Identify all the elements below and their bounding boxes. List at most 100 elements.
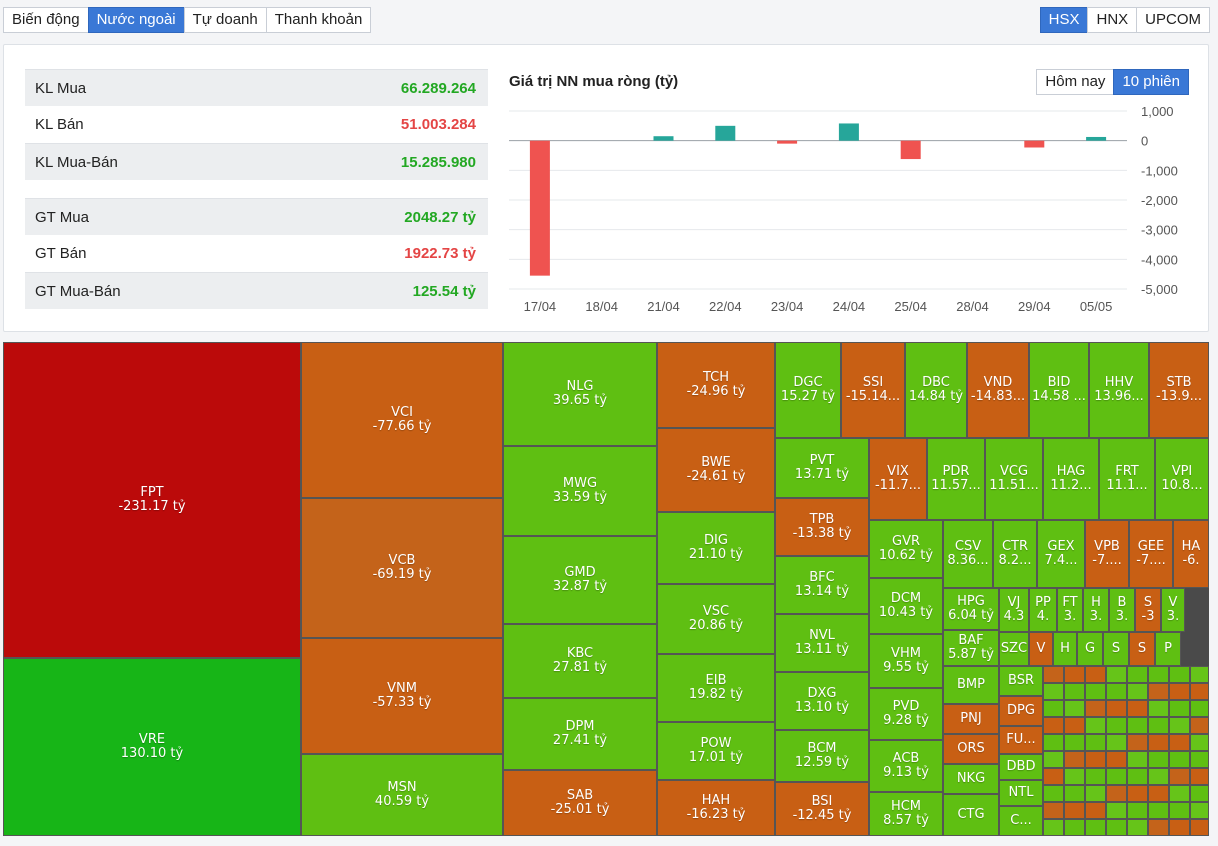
treemap-cell-bid[interactable]: BID 14.58 ... <box>1029 342 1089 438</box>
treemap-cell-vnm[interactable]: VNM -57.33 tỷ <box>301 638 503 754</box>
treemap-cell-s[interactable]: S -3 <box>1135 588 1161 632</box>
treemap-cell-vhm[interactable]: VHM 9.55 tỷ <box>869 634 943 688</box>
treemap-cell-stb[interactable]: STB -13.9... <box>1149 342 1209 438</box>
treemap-cell-g[interactable]: G <box>1077 632 1103 666</box>
treemap-cell-dxg[interactable]: DXG 13.10 tỷ <box>775 672 869 730</box>
treemap-cell-szc[interactable]: SZC <box>999 632 1029 666</box>
treemap-cell-baf[interactable]: BAF 5.87 tỷ <box>943 630 999 666</box>
treemap-small-cell[interactable] <box>1043 700 1064 717</box>
treemap-small-cell[interactable] <box>1148 717 1169 734</box>
treemap-small-cell[interactable] <box>1064 700 1085 717</box>
treemap-small-cell[interactable] <box>1148 751 1169 768</box>
treemap-small-cell[interactable] <box>1127 734 1148 751</box>
treemap-cell-s[interactable]: S <box>1129 632 1155 666</box>
treemap-small-cell[interactable] <box>1148 768 1169 785</box>
treemap-small-cell[interactable] <box>1085 785 1106 802</box>
treemap-small-cell[interactable] <box>1190 700 1209 717</box>
treemap-cell-vcg[interactable]: VCG 11.51... <box>985 438 1043 520</box>
treemap-small-cell[interactable] <box>1127 751 1148 768</box>
treemap-small-cell[interactable] <box>1085 802 1106 819</box>
treemap-small-cell[interactable] <box>1106 717 1127 734</box>
treemap-small-cell[interactable] <box>1043 819 1064 836</box>
treemap-small-cell[interactable] <box>1106 768 1127 785</box>
treemap-cell-fu[interactable]: FU... <box>999 726 1043 754</box>
treemap-small-cell[interactable] <box>1127 785 1148 802</box>
treemap-cell-gvr[interactable]: GVR 10.62 tỷ <box>869 520 943 578</box>
bar-29/04[interactable] <box>1024 140 1045 148</box>
treemap-cell-vpi[interactable]: VPI 10.8... <box>1155 438 1209 520</box>
treemap-small-cell[interactable] <box>1043 683 1064 700</box>
tab-nuoc-ngoai[interactable]: Nước ngoài <box>87 7 185 33</box>
bar-23/04[interactable] <box>777 140 798 144</box>
treemap-cell-gmd[interactable]: GMD 32.87 tỷ <box>503 536 657 624</box>
treemap-small-cell[interactable] <box>1148 802 1169 819</box>
treemap-small-cell[interactable] <box>1043 717 1064 734</box>
treemap-cell-dbc[interactable]: DBC 14.84 tỷ <box>905 342 967 438</box>
treemap-cell-vj[interactable]: VJ 4.3 <box>999 588 1029 632</box>
treemap-small-cell[interactable] <box>1190 751 1209 768</box>
treemap-small-cell[interactable] <box>1169 734 1190 751</box>
treemap-small-cell[interactable] <box>1064 734 1085 751</box>
treemap-cell-dcm[interactable]: DCM 10.43 tỷ <box>869 578 943 634</box>
treemap-cell-ha[interactable]: HA -6. <box>1173 520 1209 588</box>
treemap-small-cell[interactable] <box>1190 734 1209 751</box>
treemap-small-cell[interactable] <box>1043 785 1064 802</box>
treemap-small-cell[interactable] <box>1085 666 1106 683</box>
treemap-cell-vre[interactable]: VRE 130.10 tỷ <box>3 658 301 836</box>
treemap-small-cell[interactable] <box>1190 683 1209 700</box>
tab-hsx[interactable]: HSX <box>1039 7 1089 33</box>
treemap-small-cell[interactable] <box>1043 734 1064 751</box>
treemap-small-cell[interactable] <box>1148 666 1169 683</box>
treemap-cell-ctr[interactable]: CTR 8.2... <box>993 520 1037 588</box>
treemap-cell-acb[interactable]: ACB 9.13 tỷ <box>869 740 943 792</box>
treemap-cell-vsc[interactable]: VSC 20.86 tỷ <box>657 584 775 654</box>
treemap-cell-vpb[interactable]: VPB -7.... <box>1085 520 1129 588</box>
treemap-small-cell[interactable] <box>1106 785 1127 802</box>
treemap-small-cell[interactable] <box>1127 802 1148 819</box>
treemap-cell-h[interactable]: H <box>1053 632 1077 666</box>
treemap-cell-bcm[interactable]: BCM 12.59 tỷ <box>775 730 869 782</box>
treemap-small-cell[interactable] <box>1085 717 1106 734</box>
treemap-cell-pp[interactable]: PP 4. <box>1029 588 1057 632</box>
bar-22/04[interactable] <box>715 125 736 141</box>
treemap-cell-s[interactable]: S <box>1103 632 1129 666</box>
treemap-cell-vcb[interactable]: VCB -69.19 tỷ <box>301 498 503 638</box>
treemap-cell-dbd[interactable]: DBD <box>999 754 1043 780</box>
treemap-small-cell[interactable] <box>1064 751 1085 768</box>
treemap-small-cell[interactable] <box>1043 802 1064 819</box>
period-today-button[interactable]: Hôm nay <box>1036 69 1115 95</box>
bar-21/04[interactable] <box>653 136 674 141</box>
treemap-cell-dpg[interactable]: DPG <box>999 696 1043 726</box>
treemap-small-cell[interactable] <box>1106 819 1127 836</box>
treemap-cell-csv[interactable]: CSV 8.36... <box>943 520 993 588</box>
treemap-cell-nlg[interactable]: NLG 39.65 tỷ <box>503 342 657 446</box>
treemap-cell-pow[interactable]: POW 17.01 tỷ <box>657 722 775 780</box>
treemap-small-cell[interactable] <box>1085 700 1106 717</box>
treemap-small-cell[interactable] <box>1085 683 1106 700</box>
treemap-small-cell[interactable] <box>1064 683 1085 700</box>
bar-17/04[interactable] <box>529 140 550 276</box>
treemap-small-cell[interactable] <box>1085 751 1106 768</box>
bar-24/04[interactable] <box>838 123 859 141</box>
treemap-small-cell[interactable] <box>1148 734 1169 751</box>
treemap-small-cell[interactable] <box>1169 785 1190 802</box>
treemap-small-cell[interactable] <box>1043 768 1064 785</box>
treemap-cell-dpm[interactable]: DPM 27.41 tỷ <box>503 698 657 770</box>
treemap-small-cell[interactable] <box>1106 683 1127 700</box>
treemap-cell-hag[interactable]: HAG 11.2... <box>1043 438 1099 520</box>
treemap-cell-kbc[interactable]: KBC 27.81 tỷ <box>503 624 657 698</box>
treemap-cell-bmp[interactable]: BMP <box>943 666 999 704</box>
treemap-small-cell[interactable] <box>1106 734 1127 751</box>
tab-upcom[interactable]: UPCOM <box>1136 7 1210 33</box>
treemap-cell-vnd[interactable]: VND -14.83... <box>967 342 1029 438</box>
treemap-small-cell[interactable] <box>1064 768 1085 785</box>
treemap-cell-hcm[interactable]: HCM 8.57 tỷ <box>869 792 943 836</box>
tab-tu-doanh[interactable]: Tự doanh <box>183 7 267 33</box>
treemap-cell-pnj[interactable]: PNJ <box>943 704 999 734</box>
treemap-small-cell[interactable] <box>1190 785 1209 802</box>
period-10-sessions-button[interactable]: 10 phiên <box>1113 69 1189 95</box>
treemap-small-cell[interactable] <box>1169 666 1190 683</box>
treemap-cell-nkg[interactable]: NKG <box>943 764 999 794</box>
treemap-cell-tch[interactable]: TCH -24.96 tỷ <box>657 342 775 428</box>
treemap-small-cell[interactable] <box>1148 683 1169 700</box>
